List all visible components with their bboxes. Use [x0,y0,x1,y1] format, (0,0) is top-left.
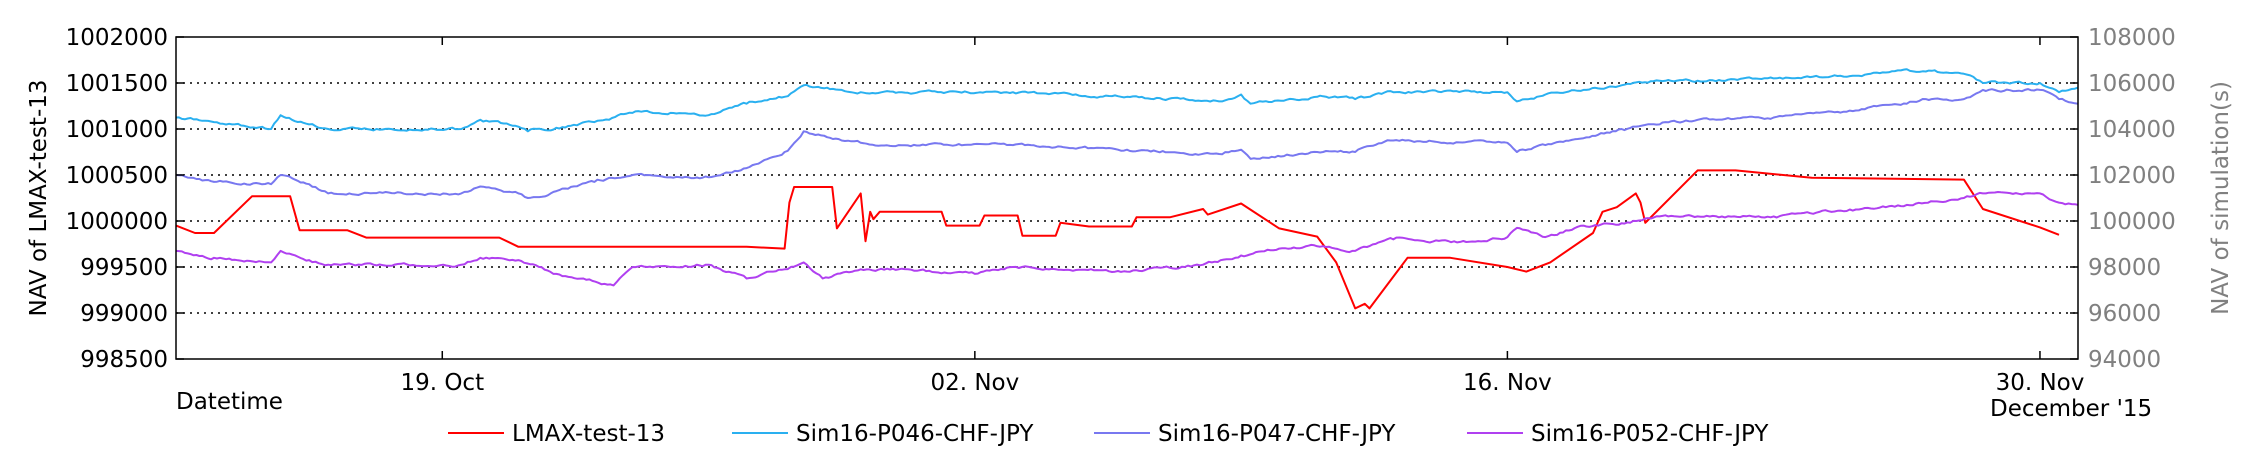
series-line-sim16-p047-chf-jpy [175,88,2079,199]
left-axis: 998500 999000 999500 1000000 1000500 1001000 1… [66,25,184,373]
right-tick-label: 106000 [2088,71,2176,97]
right-tick-label: 96000 [2088,301,2161,327]
legend: LMAX-test-13 Sim16-P046-CHF-JPY Sim16-P047… [448,421,1769,447]
x-tick-label: 02. Nov [930,370,1019,396]
legend-label: Sim16-P052-CHF-JPY [1531,421,1769,447]
x-period-label: December '15 [1990,396,2152,422]
right-tick-label: 98000 [2088,255,2161,281]
left-tick-label: 1000000 [66,209,168,235]
series-line-sim16-p052-chf-jpy [175,191,2079,287]
plot-frame [175,36,2079,360]
plot-background [176,37,2078,359]
right-tick-label: 108000 [2088,25,2176,51]
series-line-lmax-test-13 [175,169,2060,310]
right-tick-label: 102000 [2088,163,2176,189]
legend-label: Sim16-P046-CHF-JPY [796,421,1034,447]
left-axis-title: NAV of LMAX-test-13 [26,79,52,316]
right-axis-title: NAV of simulation(s) [2208,81,2234,315]
right-axis: 94000 96000 98000 100000 102000 104000 106000 1… [2070,25,2176,373]
right-tick-label: 104000 [2088,117,2176,143]
left-tick-label: 1002000 [66,25,168,51]
x-axis: 19. Oct 02. Nov 16. Nov 30. Nov [400,37,2084,396]
series-line-sim16-p046-chf-jpy [175,68,2079,133]
right-tick-label: 94000 [2088,347,2161,373]
right-tick-label: 100000 [2088,209,2176,235]
legend-label: Sim16-P047-CHF-JPY [1158,421,1396,447]
x-tick-label: 30. Nov [1996,370,2085,396]
left-tick-label: 998500 [80,347,168,373]
left-tick-label: 1001000 [66,117,168,143]
x-axis-title: Datetime [176,389,283,415]
legend-label: LMAX-test-13 [512,421,665,447]
series-layer [175,68,2079,310]
left-tick-label: 1000500 [66,163,168,189]
left-tick-label: 999500 [80,255,168,281]
x-tick-label: 16. Nov [1463,370,1552,396]
x-tick-label: 19. Oct [400,370,484,396]
left-tick-label: 1001500 [66,71,168,97]
left-tick-label: 999000 [80,301,168,327]
